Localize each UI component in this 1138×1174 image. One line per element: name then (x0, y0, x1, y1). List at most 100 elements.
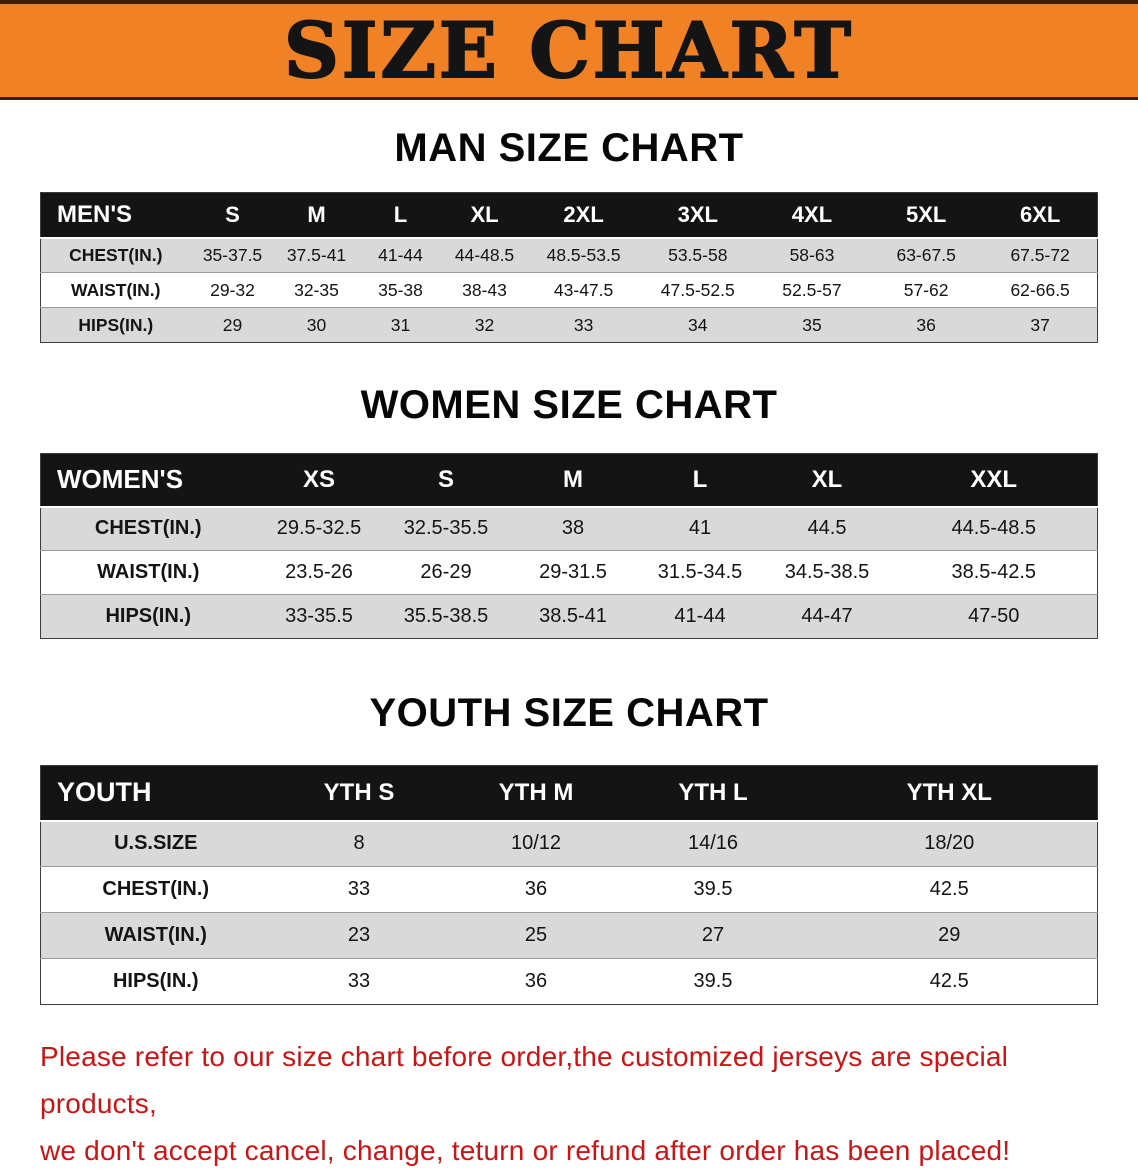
measurement-value: 32 (442, 307, 527, 343)
measurement-value: 38-43 (442, 272, 527, 308)
women-size-table: WOMEN'S XS S M L XL XXL CHEST(IN.) 29.5-32.5 32.… (40, 453, 1098, 639)
measurement-label: WAIST(IN.) (40, 272, 191, 308)
table-title-cell: YOUTH (40, 765, 271, 822)
men-size-table: MEN'S S M L XL 2XL 3XL 4XL 5XL 6XL CHEST(IN.) 35-3… (40, 192, 1098, 343)
measurement-value: 37 (983, 307, 1098, 343)
measurement-value: 34 (640, 307, 755, 343)
measurement-value: 31.5-34.5 (636, 550, 764, 595)
measurement-value: 27 (624, 912, 802, 959)
size-header-cell: S (190, 192, 275, 239)
measurement-value: 35-38 (358, 272, 443, 308)
youth-header-row: YOUTH YTH S YTH M YTH L YTH XL (40, 765, 1098, 822)
measurement-value: 39.5 (624, 866, 802, 913)
table-title-cell: MEN'S (40, 192, 191, 239)
measurement-value: 18/20 (801, 820, 1098, 867)
table-title-cell: WOMEN'S (40, 453, 256, 508)
measurement-row: WAIST(IN.) 23 25 27 29 (40, 912, 1098, 959)
measurement-label: CHEST(IN.) (40, 237, 191, 273)
measurement-value: 63-67.5 (869, 237, 984, 273)
measurement-value: 44-48.5 (442, 237, 527, 273)
measurement-value: 32.5-35.5 (382, 506, 510, 551)
size-header-cell: XL (763, 453, 891, 508)
measurement-label: HIPS(IN.) (40, 594, 256, 639)
women-section-heading: WOMEN SIZE CHART (360, 383, 778, 427)
measurement-value: 31 (358, 307, 443, 343)
measurement-row: CHEST(IN.) 33 36 39.5 42.5 (40, 866, 1098, 913)
measurement-row: WAIST(IN.) 23.5-26 26-29 29-31.5 31.5-34.5 34… (40, 550, 1098, 595)
measurement-value: 8 (270, 820, 448, 867)
measurement-value: 58-63 (754, 237, 870, 273)
measurement-value: 35-37.5 (190, 237, 275, 273)
measurement-row: HIPS(IN.) 29 30 31 32 33 34 35 36 37 (40, 307, 1098, 343)
disclaimer-line-2: we don't accept cancel, change, teturn o… (40, 1135, 1011, 1166)
youth-size-chart-section: YOUTH SIZE CHART YOUTH YTH S YTH M YTH L YTH… (0, 691, 1138, 1005)
measurement-label: HIPS(IN.) (40, 307, 191, 343)
measurement-label: CHEST(IN.) (40, 506, 256, 551)
measurement-label: WAIST(IN.) (40, 550, 256, 595)
measurement-value: 57-62 (869, 272, 984, 308)
measurement-label: WAIST(IN.) (40, 912, 271, 959)
youth-size-table: YOUTH YTH S YTH M YTH L YTH XL U.S.SIZE 8 10/1… (40, 765, 1098, 1005)
measurement-value: 32-35 (274, 272, 359, 308)
women-header-row: WOMEN'S XS S M L XL XXL (40, 453, 1098, 508)
women-table-header: WOMEN'S XS S M L XL XXL (40, 453, 1098, 508)
measurement-value: 44-47 (763, 594, 891, 639)
measurement-value: 29.5-32.5 (255, 506, 383, 551)
size-header-cell: XL (442, 192, 527, 239)
banner-title: SIZE CHART (283, 5, 854, 95)
men-header-row: MEN'S S M L XL 2XL 3XL 4XL 5XL 6XL (40, 192, 1098, 239)
measurement-value: 25 (447, 912, 625, 959)
measurement-value: 37.5-41 (274, 237, 359, 273)
men-size-chart-section: MAN SIZE CHART MEN'S S M L XL 2XL 3XL 4XL 5XL 6XL… (0, 126, 1138, 343)
measurement-value: 67.5-72 (983, 237, 1098, 273)
measurement-row: WAIST(IN.) 29-32 32-35 35-38 38-43 43-47.5 47.… (40, 272, 1098, 308)
size-header-cell: XS (255, 453, 383, 508)
women-table-wrap: WOMEN'S XS S M L XL XXL CHEST(IN.) 29.5-32.5 32.… (40, 453, 1098, 639)
size-header-cell: 6XL (983, 192, 1098, 239)
women-table-body: CHEST(IN.) 29.5-32.5 32.5-35.5 38 41 44.5 44.5… (40, 506, 1098, 639)
size-header-cell: YTH S (270, 765, 448, 822)
measurement-value: 23 (270, 912, 448, 959)
size-header-cell: YTH M (447, 765, 625, 822)
measurement-value: 52.5-57 (754, 272, 870, 308)
measurement-value: 33 (270, 866, 448, 913)
measurement-value: 23.5-26 (255, 550, 383, 595)
disclaimer-line-1: Please refer to our size chart before or… (40, 1041, 1009, 1119)
measurement-value: 47.5-52.5 (640, 272, 755, 308)
measurement-value: 47-50 (890, 594, 1098, 639)
measurement-value: 53.5-58 (640, 237, 755, 273)
measurement-row: HIPS(IN.) 33 36 39.5 42.5 (40, 958, 1098, 1005)
measurement-value: 42.5 (801, 866, 1098, 913)
size-header-cell: S (382, 453, 510, 508)
size-header-cell: L (636, 453, 764, 508)
measurement-value: 33-35.5 (255, 594, 383, 639)
disclaimer: Please refer to our size chart before or… (40, 1033, 1098, 1174)
measurement-value: 39.5 (624, 958, 802, 1005)
size-header-cell: 2XL (526, 192, 641, 239)
youth-table-header: YOUTH YTH S YTH M YTH L YTH XL (40, 765, 1098, 822)
measurement-value: 38.5-42.5 (890, 550, 1098, 595)
youth-table-body: U.S.SIZE 8 10/12 14/16 18/20 CHEST(IN.) 33 36 39… (40, 820, 1098, 1005)
measurement-value: 48.5-53.5 (526, 237, 641, 273)
size-header-cell: XXL (890, 453, 1098, 508)
measurement-value: 33 (526, 307, 641, 343)
measurement-value: 36 (447, 958, 625, 1005)
measurement-value: 29-32 (190, 272, 275, 308)
men-table-wrap: MEN'S S M L XL 2XL 3XL 4XL 5XL 6XL CHEST(IN.) 35-3… (40, 192, 1098, 343)
measurement-value: 35.5-38.5 (382, 594, 510, 639)
men-table-header: MEN'S S M L XL 2XL 3XL 4XL 5XL 6XL (40, 192, 1098, 239)
size-header-cell: L (358, 192, 443, 239)
size-header-cell: 5XL (869, 192, 984, 239)
measurement-value: 44.5 (763, 506, 891, 551)
measurement-value: 35 (754, 307, 870, 343)
measurement-value: 14/16 (624, 820, 802, 867)
measurement-value: 41 (636, 506, 764, 551)
measurement-value: 34.5-38.5 (763, 550, 891, 595)
size-header-cell: M (509, 453, 637, 508)
women-size-chart-section: WOMEN SIZE CHART WOMEN'S XS S M L XL XXL CHEST… (0, 383, 1138, 639)
measurement-value: 42.5 (801, 958, 1098, 1005)
measurement-row: CHEST(IN.) 29.5-32.5 32.5-35.5 38 41 44.5 44.5… (40, 506, 1098, 551)
measurement-value: 10/12 (447, 820, 625, 867)
youth-section-heading: YOUTH SIZE CHART (369, 691, 769, 735)
